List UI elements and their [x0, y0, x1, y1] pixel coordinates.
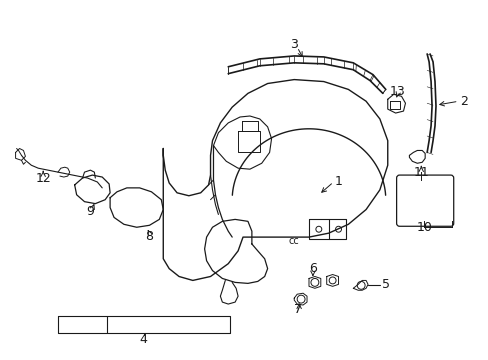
Text: 13: 13 — [389, 85, 405, 98]
Text: 5: 5 — [381, 278, 389, 291]
Text: 6: 6 — [308, 262, 316, 275]
Text: 11: 11 — [412, 166, 428, 179]
Text: 3: 3 — [290, 38, 298, 51]
Text: 4: 4 — [140, 333, 147, 346]
Text: 9: 9 — [86, 205, 94, 218]
Text: 7: 7 — [294, 303, 302, 316]
Text: cc: cc — [288, 236, 299, 246]
Text: 8: 8 — [145, 230, 153, 243]
Text: 10: 10 — [415, 221, 431, 234]
Text: 1: 1 — [334, 175, 342, 189]
Text: 2: 2 — [460, 95, 468, 108]
Text: 12: 12 — [35, 171, 51, 185]
